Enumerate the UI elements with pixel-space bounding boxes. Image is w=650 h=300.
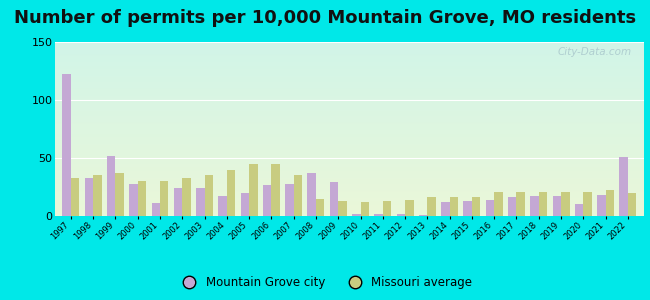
- Bar: [182, 178, 190, 216]
- Bar: [486, 200, 494, 216]
- Bar: [561, 192, 569, 216]
- Text: Number of permits per 10,000 Mountain Grove, MO residents: Number of permits per 10,000 Mountain Gr…: [14, 9, 636, 27]
- Bar: [129, 184, 138, 216]
- Bar: [450, 197, 458, 216]
- Bar: [361, 202, 369, 216]
- Bar: [205, 176, 213, 216]
- Bar: [174, 188, 182, 216]
- Bar: [530, 196, 539, 216]
- Bar: [575, 204, 583, 216]
- Bar: [494, 192, 502, 216]
- Bar: [116, 173, 124, 216]
- Bar: [272, 164, 280, 216]
- Bar: [227, 169, 235, 216]
- Bar: [472, 197, 480, 216]
- Text: City-Data.com: City-Data.com: [558, 47, 632, 57]
- Bar: [628, 193, 636, 216]
- Bar: [517, 192, 525, 216]
- Bar: [249, 164, 257, 216]
- Bar: [84, 178, 93, 216]
- Bar: [307, 173, 316, 216]
- Bar: [374, 214, 383, 216]
- Bar: [463, 201, 472, 216]
- Bar: [160, 181, 168, 216]
- Bar: [597, 195, 606, 216]
- Bar: [316, 199, 324, 216]
- Bar: [240, 193, 249, 216]
- Bar: [383, 201, 391, 216]
- Bar: [539, 192, 547, 216]
- Bar: [62, 74, 71, 216]
- Bar: [583, 192, 592, 216]
- Bar: [285, 184, 294, 216]
- Bar: [606, 190, 614, 216]
- Bar: [294, 176, 302, 216]
- Bar: [619, 157, 628, 216]
- Bar: [396, 214, 405, 216]
- Bar: [427, 197, 436, 216]
- Bar: [552, 196, 561, 216]
- Bar: [508, 197, 517, 216]
- Bar: [138, 181, 146, 216]
- Bar: [441, 202, 450, 216]
- Bar: [338, 201, 346, 216]
- Bar: [151, 203, 160, 216]
- Bar: [196, 188, 205, 216]
- Bar: [218, 196, 227, 216]
- Bar: [405, 200, 413, 216]
- Bar: [419, 215, 427, 216]
- Bar: [330, 182, 338, 216]
- Legend: Mountain Grove city, Missouri average: Mountain Grove city, Missouri average: [173, 272, 477, 294]
- Bar: [263, 185, 272, 216]
- Bar: [107, 156, 116, 216]
- Bar: [71, 178, 79, 216]
- Bar: [352, 214, 361, 216]
- Bar: [93, 176, 101, 216]
